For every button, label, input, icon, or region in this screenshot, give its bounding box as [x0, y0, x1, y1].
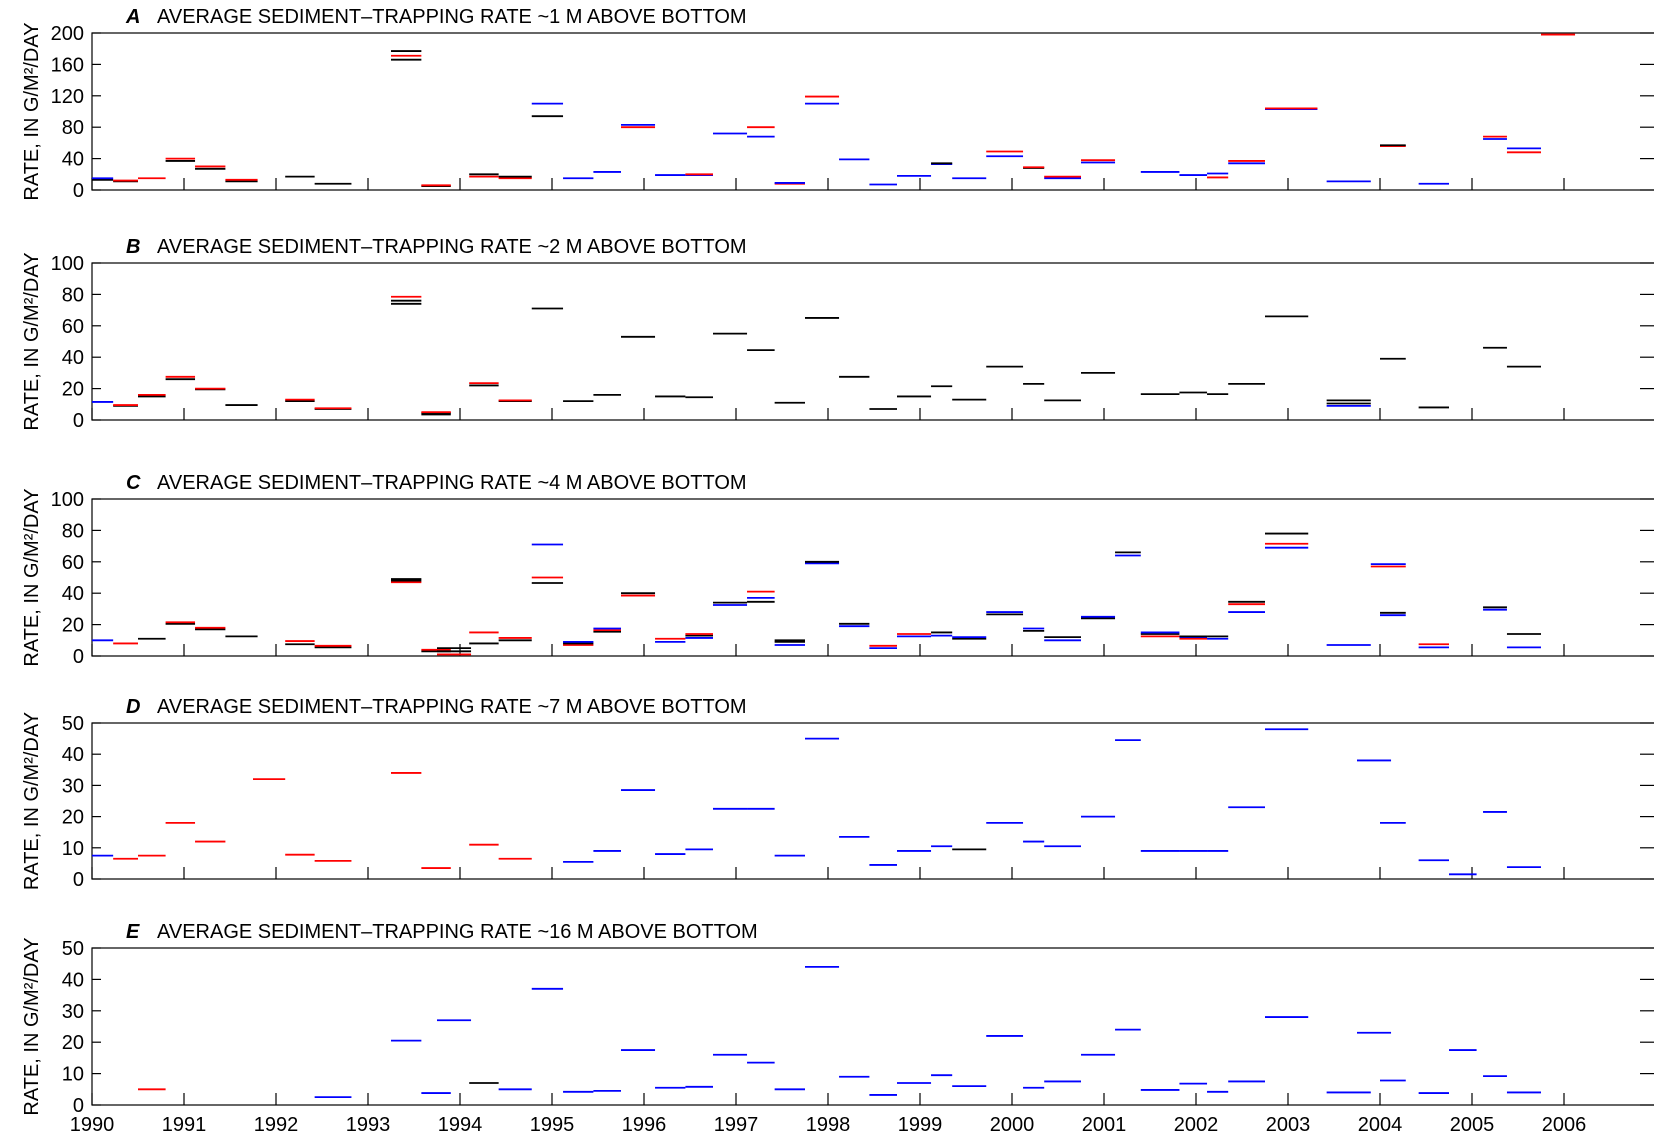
y-tick-label: 50	[62, 713, 84, 735]
y-tick-label: 40	[62, 744, 84, 766]
plot-frame	[91, 947, 1654, 1106]
x-tick-label: 1990	[70, 1114, 115, 1136]
x-tick-label: 1992	[254, 1114, 299, 1136]
y-tick-label: 80	[62, 284, 84, 306]
x-tick-label: 2004	[1358, 1114, 1403, 1136]
x-tick-label: 1998	[806, 1114, 851, 1136]
x-tick-label: 1999	[898, 1114, 943, 1136]
y-tick-label: 30	[62, 775, 84, 797]
panel-letter: E	[126, 921, 140, 943]
panel-d: 0 10 20 30 40 50 D AVERAGE SEDIMENT–TRAPPING RA…	[21, 696, 1654, 891]
y-tick-label: 40	[62, 969, 84, 991]
x-tick-label: 1994	[438, 1114, 483, 1136]
y-tick-label: 160	[51, 54, 84, 76]
y-tick-label: 100	[51, 253, 84, 275]
panel-letter: B	[126, 236, 140, 258]
y-axis-label: RATE, IN G/M²/DAY	[21, 937, 43, 1115]
panel-title: AVERAGE SEDIMENT–TRAPPING RATE ~2 M ABOV…	[157, 236, 747, 258]
plot-frame	[91, 262, 1654, 421]
y-tick-label: 20	[62, 1032, 84, 1054]
x-tick-label: 2000	[990, 1114, 1035, 1136]
y-tick-label: 20	[62, 807, 84, 829]
panel-e: 0 10 20 30 40 50 E AVERAGE SEDIMENT–TRAPPING RA…	[21, 921, 1654, 1117]
plot-frame	[91, 498, 1654, 657]
panel-title: AVERAGE SEDIMENT–TRAPPING RATE ~4 M ABOV…	[157, 472, 747, 494]
y-axis-label: RATE, IN G/M²/DAY	[21, 712, 43, 890]
x-tick-label: 1996	[622, 1114, 667, 1136]
y-tick-label: 60	[62, 552, 84, 574]
panel-a: 0 40 80 120 160 200 A AVERAGE SEDIMENT–TRAPPING…	[21, 6, 1654, 202]
plot-frame	[91, 722, 1654, 880]
y-tick-label: 40	[62, 347, 84, 369]
x-tick-label: 2001	[1082, 1114, 1127, 1136]
y-tick-label: 0	[73, 180, 84, 202]
y-tick-label: 50	[62, 938, 84, 960]
x-tick-label: 2002	[1174, 1114, 1219, 1136]
y-tick-label: 40	[62, 149, 84, 171]
y-axis-label: RATE, IN G/M²/DAY	[21, 22, 43, 200]
y-tick-label: 80	[62, 117, 84, 139]
x-tick-label: 1997	[714, 1114, 759, 1136]
y-tick-label: 0	[73, 646, 84, 668]
y-tick-label: 60	[62, 316, 84, 338]
y-tick-label: 20	[62, 379, 84, 401]
y-tick-label: 200	[51, 23, 84, 45]
panel-title: AVERAGE SEDIMENT–TRAPPING RATE ~7 M ABOV…	[157, 696, 747, 718]
y-tick-label: 0	[73, 1095, 84, 1117]
y-tick-label: 0	[73, 410, 84, 432]
panel-c: 0 20 40 60 80 100 C AVERAGE SEDIMENT–TRAPPING R…	[21, 472, 1654, 668]
panel-title: AVERAGE SEDIMENT–TRAPPING RATE ~1 M ABOV…	[157, 6, 747, 28]
y-tick-label: 0	[73, 869, 84, 891]
y-tick-label: 120	[51, 86, 84, 108]
panel-letter: C	[126, 472, 141, 494]
x-tick-label: 2005	[1450, 1114, 1495, 1136]
x-tick-label: 2003	[1266, 1114, 1311, 1136]
x-tick-label: 1995	[530, 1114, 575, 1136]
y-tick-label: 20	[62, 615, 84, 637]
plot-frame	[91, 32, 1654, 191]
y-axis-label: RATE, IN G/M²/DAY	[21, 488, 43, 666]
y-axis-label: RATE, IN G/M²/DAY	[21, 252, 43, 430]
y-tick-label: 80	[62, 520, 84, 542]
x-tick-label: 2006	[1542, 1114, 1587, 1136]
panel-b: 0 20 40 60 80 100 B AVERAGE SEDIMENT–TRAPPING R…	[21, 236, 1654, 432]
y-tick-label: 30	[62, 1001, 84, 1023]
x-tick-label: 1991	[162, 1114, 207, 1136]
panel-letter: A	[125, 6, 140, 28]
y-tick-label: 40	[62, 583, 84, 605]
y-tick-label: 10	[62, 1064, 84, 1086]
panel-title: AVERAGE SEDIMENT–TRAPPING RATE ~16 M ABO…	[157, 921, 758, 943]
x-tick-label: 1993	[346, 1114, 391, 1136]
y-tick-label: 100	[51, 489, 84, 511]
y-tick-label: 10	[62, 838, 84, 860]
x-tick-labels: 1990 1991 1992 1993 1994 1995 1996 1997 1998 1999…	[70, 1114, 1587, 1136]
panel-letter: D	[126, 696, 140, 718]
